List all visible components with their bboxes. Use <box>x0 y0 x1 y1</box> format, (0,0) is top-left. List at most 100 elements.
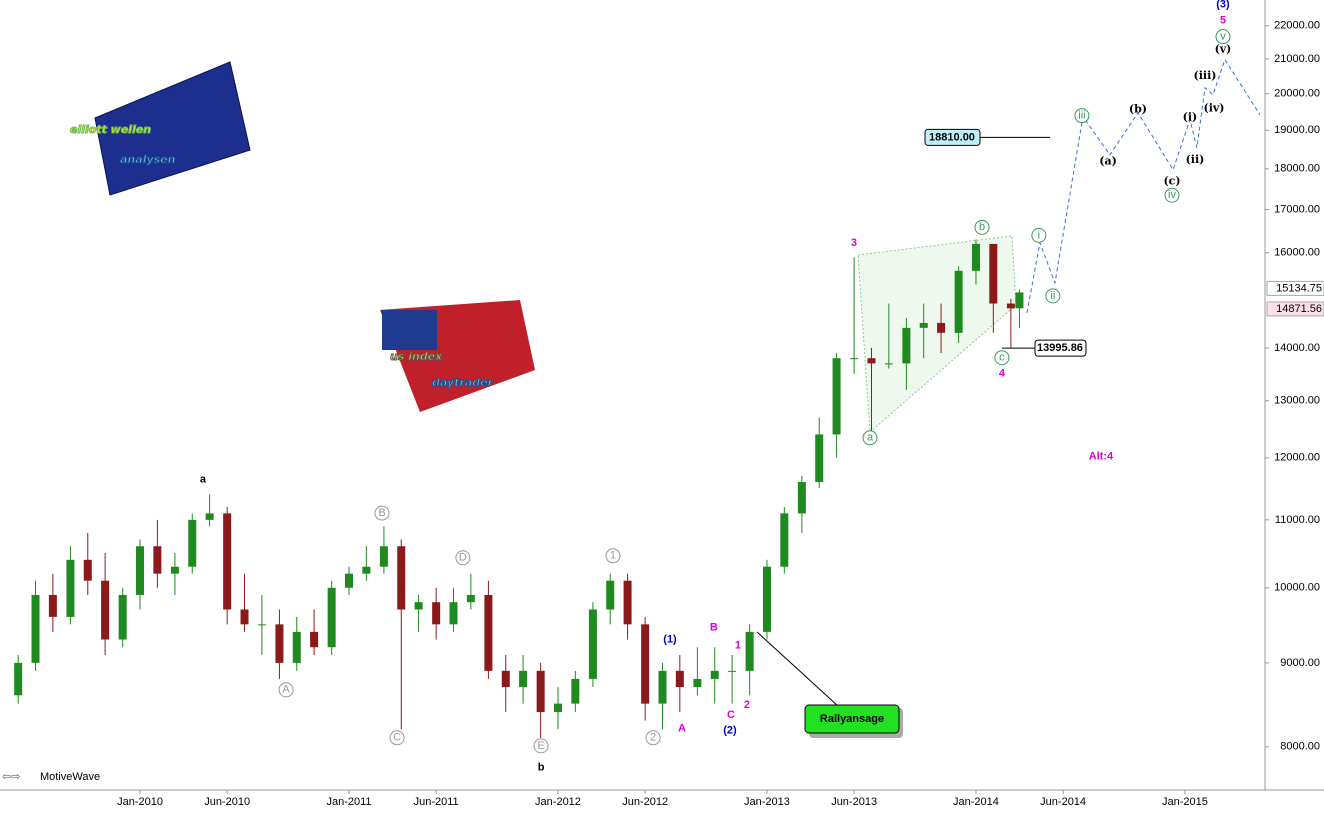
wave-label: (1) <box>663 634 677 646</box>
wave-label: 5 <box>1220 15 1226 27</box>
logo-text: elliott wellen <box>70 123 151 136</box>
candle-body <box>118 594 127 640</box>
candle-body <box>832 358 841 435</box>
y-tick-label: 16000.00 <box>1274 247 1320 259</box>
candle-body <box>275 624 284 663</box>
candle-body <box>48 594 57 617</box>
y-tick-label: 21000.00 <box>1274 53 1320 65</box>
eu-flag <box>94 61 251 196</box>
x-tick-label: Jan-2013 <box>744 796 790 808</box>
wave-label: B <box>710 622 718 634</box>
projection-line <box>1026 58 1261 313</box>
y-tick-label: 12000.00 <box>1274 452 1320 464</box>
wave-circle <box>974 219 990 235</box>
candle-body <box>606 580 615 610</box>
candle-body <box>432 602 441 625</box>
candle-body <box>780 513 789 567</box>
wave-circle <box>1164 187 1180 203</box>
candle-body <box>815 434 824 482</box>
candle-body <box>136 546 145 595</box>
wave-circle <box>389 730 405 746</box>
y-tick-label: 20000.00 <box>1274 88 1320 100</box>
y-tick-label: 22000.00 <box>1274 20 1320 32</box>
candle-body <box>1006 303 1015 309</box>
x-tick-label: Jan-2012 <box>535 796 581 808</box>
candle-body <box>257 624 266 626</box>
platform-label: MotiveWave <box>40 771 100 783</box>
candle-body <box>14 662 23 696</box>
wave-label: (ii) <box>1186 153 1205 166</box>
candle-body <box>240 609 249 625</box>
candle-body <box>989 243 998 304</box>
logo-text: us index <box>390 350 443 363</box>
candle-body <box>362 566 371 574</box>
wave-label: C <box>393 732 401 744</box>
candle-body <box>937 322 946 333</box>
candle-body <box>867 358 876 364</box>
wave-label: (i) <box>1183 111 1198 124</box>
x-tick-label: Jun-2013 <box>831 796 877 808</box>
candle-body <box>641 624 650 704</box>
candle-body <box>101 580 110 640</box>
y-tick-label: 11000.00 <box>1275 514 1320 526</box>
wave-circle <box>862 430 878 446</box>
wave-label: 4 <box>999 368 1006 380</box>
wave-label: 2 <box>650 732 656 744</box>
wave-label: (c) <box>1163 174 1180 187</box>
wave-label: D <box>459 552 467 564</box>
candle-body <box>449 602 458 625</box>
candle-body <box>971 243 980 271</box>
us-flag-canton <box>382 310 437 350</box>
candle-body <box>83 559 92 581</box>
candle-body <box>310 631 319 648</box>
y-tick-label: 8000.00 <box>1280 741 1320 753</box>
wave-circle <box>374 505 390 521</box>
wave-label: a <box>867 432 874 444</box>
wave-label: (3) <box>1216 0 1230 11</box>
wave-label: 2 <box>744 699 750 711</box>
wave-label: i <box>1038 229 1040 241</box>
wave-label: iv <box>1168 189 1176 201</box>
candle-body <box>1015 292 1024 309</box>
x-tick-label: Jan-2015 <box>1162 796 1208 808</box>
wave-label: (a) <box>1099 155 1117 168</box>
wave-label: (v) <box>1215 43 1232 56</box>
wave-circle <box>1045 288 1061 304</box>
target-label: 18810.00 <box>929 131 975 143</box>
wave-label: (b) <box>1129 103 1147 116</box>
candle-body <box>693 678 702 688</box>
candle-body <box>710 670 719 679</box>
candle-body <box>170 566 179 574</box>
logo-text: analysen <box>120 153 176 166</box>
wave-circle <box>645 730 661 746</box>
x-tick-label: Jan-2010 <box>117 796 163 808</box>
wave-label: c <box>999 352 1005 364</box>
candle-body <box>414 602 423 610</box>
y-tick-label: 17000.00 <box>1274 203 1320 215</box>
candle-body <box>728 670 737 672</box>
candle-body <box>658 670 667 704</box>
candle-body <box>884 363 893 365</box>
wave-circle <box>278 682 294 698</box>
candle-body <box>588 609 597 679</box>
wave-label: b <box>979 221 985 233</box>
candle-body <box>223 513 232 610</box>
price-tag-label: 15134.75 <box>1276 282 1322 294</box>
wave-circle <box>533 738 549 754</box>
candle-body <box>31 594 40 663</box>
signal-box <box>804 704 900 734</box>
x-tick-label: Jun-2010 <box>204 796 250 808</box>
wave-label: (2) <box>723 725 737 737</box>
wave-label: B <box>378 507 385 519</box>
x-tick-label: Jan-2011 <box>326 796 371 808</box>
logo-text: daytrader <box>432 376 494 389</box>
logo-usindex: us index daytrader <box>380 300 535 412</box>
nav-arrows[interactable]: ⇦⇨ <box>2 771 20 783</box>
candle-body <box>484 594 493 671</box>
wave-label: b <box>538 762 545 774</box>
candle-body <box>188 519 197 567</box>
wave-circle <box>1074 108 1090 124</box>
wave-label: v <box>1220 31 1226 43</box>
y-tick-label: 19000.00 <box>1274 124 1320 136</box>
wave-label: (iii) <box>1194 69 1217 82</box>
